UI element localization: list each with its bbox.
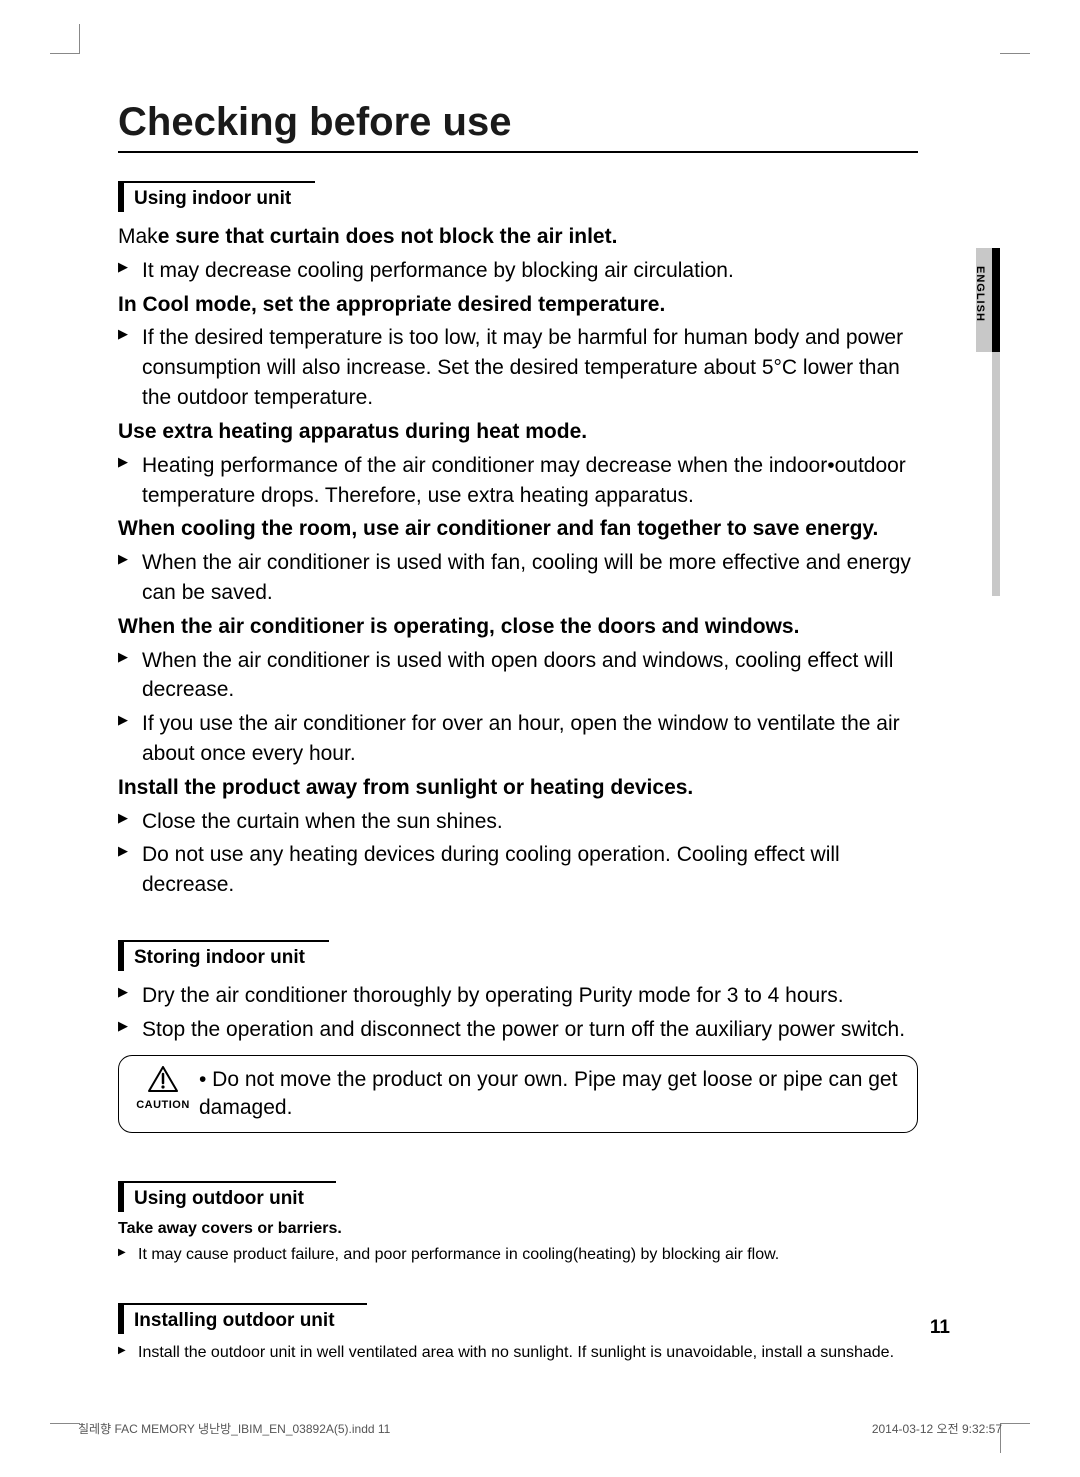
bullet-item: When the air conditioner is used with fa…	[118, 548, 918, 608]
section-heading: Installing outdoor unit	[118, 1303, 367, 1334]
crop-mark	[50, 24, 80, 54]
subheading: When the air conditioner is operating, c…	[118, 612, 918, 642]
warning-icon	[148, 1066, 178, 1097]
language-label: ENGLISH	[974, 266, 986, 322]
bullet-item: If the desired temperature is too low, i…	[118, 323, 918, 412]
crop-mark	[1000, 24, 1030, 54]
bullet-item: It may cause product failure, and poor p…	[118, 1244, 918, 1266]
bullet-item: Install the outdoor unit in well ventila…	[118, 1342, 918, 1364]
caution-icon-wrap: CAUTION	[133, 1066, 193, 1111]
bullet-item: It may decrease cooling performance by b…	[118, 256, 918, 286]
subheading: In Cool mode, set the appropriate desire…	[118, 290, 918, 320]
footer-left: 칠레향 FAC MEMORY 냉난방_IBIM_EN_03892A(5).ind…	[78, 1420, 390, 1437]
section-using-indoor: Using indoor unit Make sure that curtain…	[118, 181, 918, 900]
subheading: Use extra heating apparatus during heat …	[118, 417, 918, 447]
language-tab: ENGLISH	[976, 248, 1000, 596]
bullet-item: Close the curtain when the sun shines.	[118, 807, 918, 837]
bullet-item: Stop the operation and disconnect the po…	[118, 1015, 918, 1045]
bullet-item: Dry the air conditioner thoroughly by op…	[118, 981, 918, 1011]
page-content: Checking before use Using indoor unit Ma…	[118, 100, 918, 1368]
bullet-item: Heating performance of the air condition…	[118, 451, 918, 511]
footer: 칠레향 FAC MEMORY 냉난방_IBIM_EN_03892A(5).ind…	[78, 1420, 1002, 1437]
footer-right: 2014-03-12 오전 9:32:57	[872, 1420, 1002, 1437]
section-installing-outdoor: Installing outdoor unit Install the outd…	[118, 1303, 918, 1364]
subheading: When cooling the room, use air condition…	[118, 514, 918, 544]
section-heading: Using indoor unit	[118, 181, 315, 212]
bullet-item: When the air conditioner is used with op…	[118, 646, 918, 706]
intro-line: Make sure that curtain does not block th…	[118, 222, 918, 252]
caution-label: CAUTION	[133, 1099, 193, 1111]
caution-text: • Do not move the product on your own. P…	[193, 1066, 903, 1123]
subheading: Take away covers or barriers.	[118, 1220, 918, 1238]
crop-mark	[50, 1423, 80, 1453]
page-title: Checking before use	[118, 100, 918, 153]
section-storing-indoor: Storing indoor unit Dry the air conditio…	[118, 940, 918, 1133]
page-number: 11	[930, 1317, 950, 1339]
bullet-item: Do not use any heating devices during co…	[118, 840, 918, 900]
section-using-outdoor: Using outdoor unit Take away covers or b…	[118, 1181, 918, 1266]
caution-box: CAUTION • Do not move the product on you…	[118, 1055, 918, 1134]
crop-mark	[1000, 1423, 1030, 1453]
section-heading: Storing indoor unit	[118, 940, 329, 971]
subheading: Install the product away from sunlight o…	[118, 773, 918, 803]
text-bold: e sure that curtain does not block the a…	[158, 225, 618, 248]
bullet-item: If you use the air conditioner for over …	[118, 709, 918, 769]
text: Mak	[118, 225, 158, 248]
section-heading: Using outdoor unit	[118, 1181, 336, 1212]
